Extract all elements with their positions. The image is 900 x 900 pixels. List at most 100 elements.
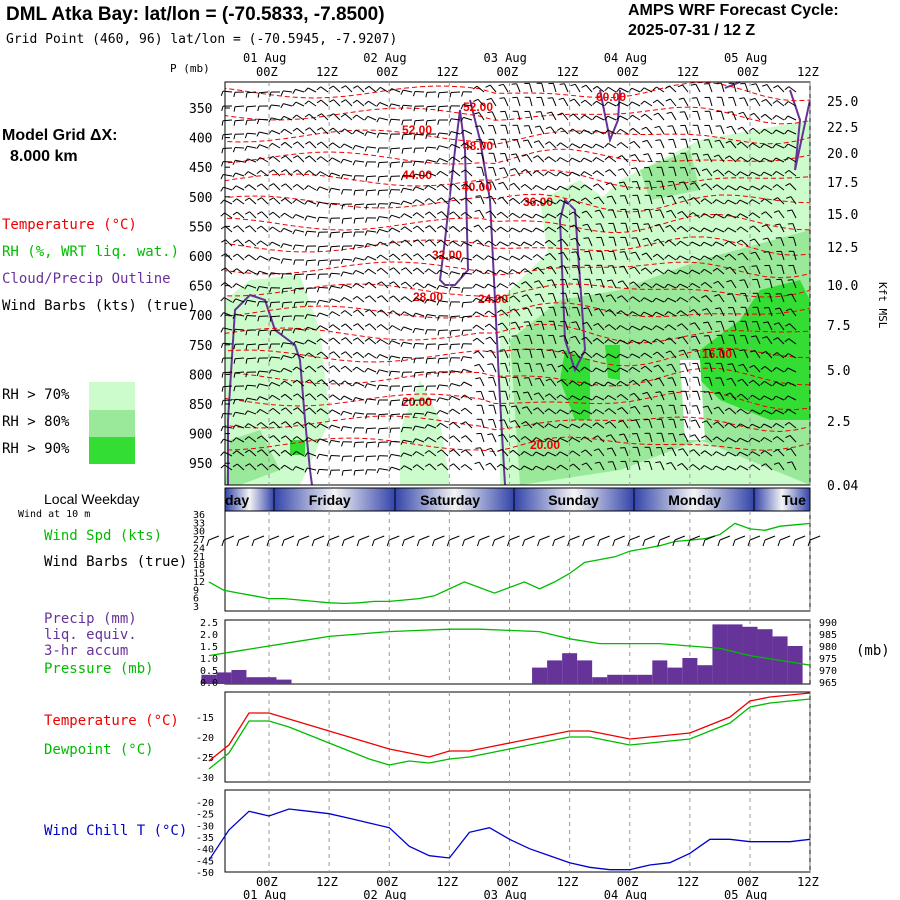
surface-wind-barb	[281, 535, 295, 547]
wind-barb	[653, 238, 665, 247]
barb-flag	[251, 539, 255, 547]
wind-barb-shaft	[272, 463, 281, 471]
wind-barb-flag	[583, 307, 589, 310]
wind-barb	[341, 441, 353, 447]
wind-barb-flag	[460, 242, 465, 247]
wind-barb	[653, 112, 665, 121]
wind-barb	[678, 349, 689, 359]
wind-barb-shaft	[380, 86, 389, 93]
precip-bar	[577, 660, 593, 684]
wind-barb	[474, 461, 485, 471]
wind-barb	[580, 395, 593, 401]
wind-barb-shaft	[585, 336, 593, 345]
wind-barb-flag	[557, 112, 563, 116]
wind-barb	[716, 96, 725, 107]
wind-barb	[220, 225, 233, 233]
wind-barb-shaft	[612, 209, 617, 219]
barb-shaft	[434, 535, 445, 541]
wind-barb-shaft	[367, 398, 377, 401]
temperature-contour	[224, 367, 811, 387]
wind-barb	[221, 239, 233, 247]
wind-barb-shaft	[719, 139, 725, 149]
wind-barb-shaft	[763, 171, 773, 177]
wind-barb	[340, 284, 353, 289]
wind-barb-shaft	[763, 157, 773, 163]
wind-tick-label: 21	[193, 552, 205, 563]
wind-barb	[736, 226, 749, 233]
wind-barb	[534, 125, 545, 135]
wind-barb-shaft	[354, 469, 365, 472]
wind-barb-shaft	[741, 126, 749, 135]
wind-barb-shaft	[563, 97, 569, 107]
wind-barb	[761, 350, 773, 359]
wind-barb-flag	[364, 268, 369, 273]
height-tick-label: 5.0	[827, 364, 850, 379]
wind-barb-shaft	[624, 237, 629, 247]
wind-barb-shaft	[391, 355, 401, 359]
wind-barb	[690, 419, 701, 429]
wind-barb-flag	[569, 350, 575, 354]
wind-barb-shaft	[402, 399, 413, 402]
precip-label: Precip (mm)	[44, 611, 137, 627]
wind-barb-flag	[628, 379, 634, 384]
wind-barb	[523, 321, 533, 331]
wind-barb	[376, 369, 389, 375]
wind-barb-shaft	[745, 321, 749, 331]
wind-barb	[328, 409, 341, 415]
wind-barb-flag	[678, 448, 684, 451]
wind-barb	[352, 282, 365, 289]
wind-barb	[352, 351, 365, 359]
wind-barb-flag	[510, 321, 516, 324]
wind-barb-shaft	[684, 111, 689, 121]
wind-barb-flag	[532, 199, 537, 205]
wind-barb	[508, 212, 521, 219]
pressure-tick-label: 985	[819, 630, 837, 641]
wind-barb-shaft	[516, 83, 521, 93]
legend-rh70: RH > 70%	[2, 387, 70, 403]
wind-barb-flag	[652, 86, 657, 91]
wind-barb-shaft	[637, 461, 641, 471]
wind-barb	[233, 385, 245, 392]
wind-barb-shaft	[643, 87, 653, 93]
wind-barb-flag	[280, 449, 286, 454]
wind-barb-shaft	[429, 463, 437, 471]
wind-barb-flag	[772, 395, 777, 401]
wind-barb	[656, 166, 665, 177]
wind-barb-flag	[511, 153, 517, 156]
wind-barb-flag	[364, 281, 370, 286]
wind-barb-flag	[340, 143, 345, 149]
wind-barb	[605, 294, 617, 303]
wind-barb-flag	[401, 148, 404, 154]
wind-barb	[364, 115, 377, 121]
wind-barb-shaft	[259, 157, 269, 163]
wind-barb-shaft	[539, 377, 545, 387]
wind-barb-shaft	[583, 395, 593, 401]
windchill-tick-label: -25	[196, 810, 214, 821]
wind-barb-shaft	[391, 325, 401, 331]
wind-barb-shaft	[559, 185, 569, 191]
wind-barb-shaft	[753, 364, 761, 373]
wind-barb-shaft	[380, 254, 389, 261]
wind-barb	[680, 152, 689, 163]
wind-barb	[664, 269, 677, 275]
wind-barb	[773, 210, 785, 219]
wind-barb-flag	[484, 283, 489, 289]
wind-barb-flag	[736, 213, 741, 218]
wind-barb-flag	[352, 270, 357, 275]
wind-barb-shaft	[308, 170, 317, 177]
wind-barb-flag	[232, 160, 236, 166]
wind-barb	[365, 203, 377, 210]
wind-barb	[425, 357, 437, 364]
wind-barb-shaft	[416, 282, 425, 289]
wind-barb	[472, 311, 485, 317]
wind-barb	[281, 421, 293, 429]
wind-barb-shaft	[465, 197, 473, 205]
wind-barb-shaft	[427, 411, 437, 415]
wind-barb-flag	[412, 328, 416, 334]
wind-barb	[412, 464, 425, 471]
wind-barb-flag	[498, 335, 504, 338]
wind-barb	[400, 187, 413, 194]
wind-barb	[280, 103, 293, 109]
wind-barb-shaft	[393, 281, 401, 289]
wind-barb	[656, 195, 665, 205]
